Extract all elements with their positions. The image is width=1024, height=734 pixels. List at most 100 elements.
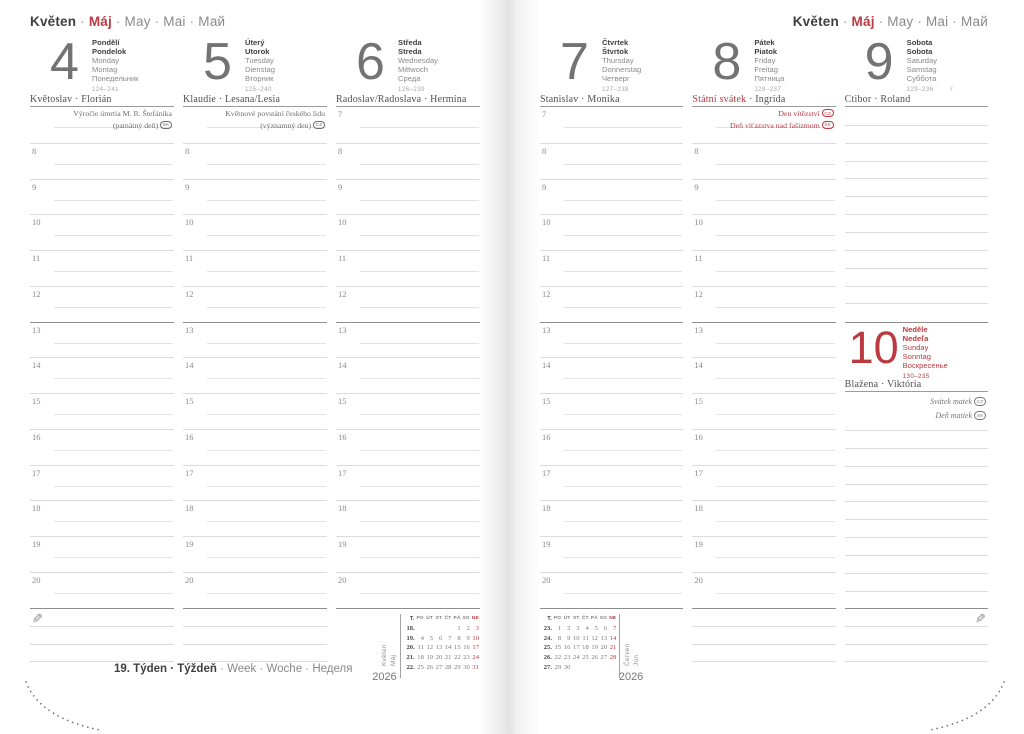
- calendar-day: 20: [435, 654, 443, 662]
- week-number: 24.: [543, 634, 552, 642]
- calendar-day: 23: [563, 654, 571, 662]
- ruled-line: [844, 590, 988, 592]
- journal-day-numbers: 127–238: [602, 85, 641, 94]
- rotated-month-names: Červen Jún: [622, 614, 641, 666]
- hour-slot: Den vítězství CZ Deň víťazstva nad fašizmo…: [692, 107, 835, 143]
- hour-slot: 14: [692, 357, 836, 393]
- day-header-thursday: 7 Čtvrtek Štvrtok Thursday Donnerstag Четверг…: [540, 36, 683, 94]
- holiday-notes: Květnové povstání českého lidu (významný …: [183, 108, 325, 131]
- hour-slot: 15: [183, 393, 327, 429]
- rotated-month-name: Máj: [389, 654, 397, 666]
- ruled-line: [844, 249, 988, 251]
- hour-label: 10: [338, 217, 347, 228]
- hour-line: [360, 235, 479, 237]
- hour-line: [54, 449, 173, 451]
- hour-slot: 16: [30, 428, 174, 465]
- notes-line: [692, 643, 836, 645]
- nameday-text: · Ingrida: [746, 94, 786, 105]
- hour-label: 20: [694, 574, 703, 585]
- week-number: 25.: [543, 644, 552, 652]
- hour-line: [360, 342, 479, 344]
- hour-label: 8: [338, 145, 343, 156]
- month-separator: ·: [948, 14, 961, 29]
- day-names: Středa Streda Wednesday Mittwoch Среда 126–23…: [398, 38, 438, 94]
- ruled-line: [844, 554, 988, 556]
- hour-label: 18: [338, 503, 347, 514]
- ruled-lines: [844, 107, 988, 322]
- day-column-tuesday: 5 Úterý Utorok Tuesday Dienstag Вторник 125–24…: [183, 36, 327, 674]
- week-number: 20.: [406, 644, 415, 652]
- calendar-day: 30: [563, 663, 571, 671]
- calendar-day: 27: [600, 654, 608, 662]
- day-name: Sonntag: [902, 352, 931, 361]
- calendar-day: 2: [466, 625, 470, 633]
- day-header-tuesday: 5 Úterý Utorok Tuesday Dienstag Вторник 125–24…: [183, 36, 327, 94]
- hour-line: [716, 235, 835, 237]
- hour-slot: Květnové povstání českého lidu (významný …: [183, 107, 327, 143]
- notes-line: [30, 660, 174, 662]
- day-column-friday: 8 Pátek Piatok Friday Freitag Пятница 128–237 S…: [692, 36, 836, 674]
- hour-slot: 11: [540, 250, 684, 286]
- nameday-row: Ctibor · Roland: [844, 94, 988, 107]
- day-name: Sunday: [902, 343, 929, 352]
- hour-slot: 20: [336, 571, 480, 608]
- hour-label: 14: [338, 360, 347, 371]
- notes-line: [183, 643, 327, 645]
- day-name: Tuesday: [245, 56, 274, 65]
- day-name: Freitag: [754, 65, 778, 74]
- calendar-day: 22: [454, 654, 461, 662]
- day-name: Wednesday: [398, 56, 438, 65]
- calendar-day: 25: [417, 663, 424, 671]
- hour-label: 17: [32, 467, 41, 478]
- hour-slot: 9: [30, 178, 174, 215]
- hour-label: 13: [32, 324, 41, 335]
- hour-line: [207, 342, 326, 344]
- hour-grid: Den vítězství CZ Deň víťazstva nad fašizmo…: [692, 107, 836, 608]
- day-name: Dienstag: [245, 65, 275, 74]
- hour-label: 20: [338, 574, 347, 585]
- hour-line: [54, 521, 173, 523]
- nameday-text: Klaudie · Lesana/Lesia: [183, 94, 281, 105]
- calendar-day: 17: [572, 644, 580, 652]
- holiday-note-text: Výročie úmrtia M. R. Štefánika: [73, 109, 172, 118]
- month-separator: ·: [874, 14, 888, 29]
- hour-slot: 11: [692, 250, 836, 286]
- weekday-header: ČT: [444, 616, 452, 622]
- notes-line: [844, 626, 988, 627]
- weekday-header: PO: [553, 616, 562, 622]
- hour-line: [564, 271, 683, 272]
- day-name: Neděle: [902, 325, 928, 334]
- rotated-month-name: Jún: [633, 654, 641, 666]
- week-number: 23.: [543, 625, 552, 633]
- holiday-note: Květnové povstání českého lidu: [183, 108, 325, 120]
- holiday-notes: Svátek matek CZ Deň matiek SK: [845, 392, 988, 424]
- day-name: Суббота: [906, 74, 937, 83]
- hour-slot: 19: [336, 536, 480, 572]
- calendar-day: 4: [420, 634, 424, 642]
- calendar-day: 30: [463, 663, 470, 671]
- nameday-text: Stanislav · Monika: [540, 94, 620, 105]
- hour-label: 16: [32, 431, 41, 442]
- hour-label: 15: [185, 396, 194, 406]
- hour-slot: 16: [540, 428, 684, 465]
- journal-day-numbers: 128–237: [754, 85, 784, 94]
- hour-slot: 12: [540, 285, 684, 322]
- hour-line: [207, 127, 326, 128]
- country-badge-sk: SK: [821, 120, 834, 129]
- day-names: Pondělí Pondelok Monday Montag Понедельник 12…: [92, 38, 138, 94]
- hour-line: [54, 127, 173, 128]
- mini-calendar-grid: T. PO ÚT ST ČT PÁ SO NE 23. 1 2 3 4 5 6 7 24. 8 9 10 11 12 13 1…: [540, 614, 617, 683]
- month-name: Máj: [851, 14, 875, 29]
- hour-label: 11: [32, 253, 41, 263]
- notes-area: ✎: [844, 608, 988, 674]
- notes-area: ✎: [30, 607, 174, 674]
- hour-slot: 13: [183, 321, 327, 358]
- day-name: Piatok: [754, 47, 778, 56]
- day-column-wednesday: 6 Středa Streda Wednesday Mittwoch Среда 126–2…: [336, 36, 480, 674]
- calendar-day: 22: [554, 654, 562, 662]
- day-name: Samstag: [906, 65, 937, 74]
- day-name: Utorok: [245, 47, 270, 56]
- day-name: Friday: [754, 56, 776, 65]
- holiday-note: Výročie úmrtia M. R. Štefánika: [30, 108, 172, 120]
- hour-label: 13: [185, 324, 194, 335]
